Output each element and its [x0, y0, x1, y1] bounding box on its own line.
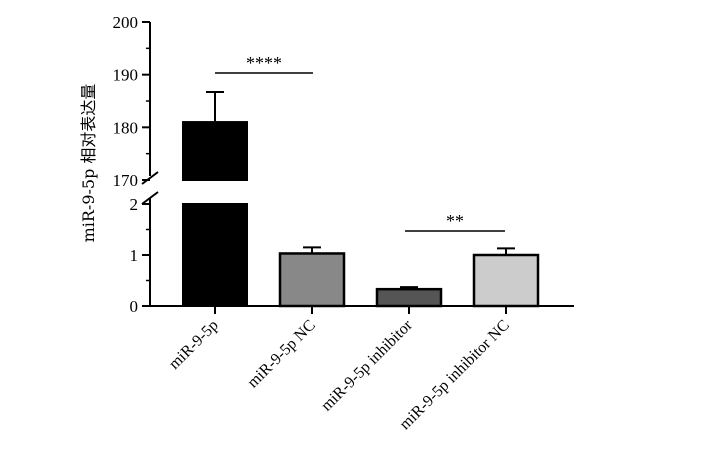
bar-lower-1 [182, 203, 248, 307]
category-label-1: miR-9-5p [166, 317, 222, 373]
significance-stars-2: ** [446, 211, 464, 231]
significance-annotations: ****** [215, 53, 505, 232]
y-tick-label: 0 [130, 297, 139, 316]
bar-4 [472, 253, 540, 308]
y-axis-label: miR-9-5p 相对表达量 [79, 84, 98, 243]
y-tick-label: 190 [113, 66, 139, 85]
y-tick-label: 180 [113, 118, 139, 137]
y-tick-label: 200 [113, 13, 139, 32]
category-label-4: miR-9-5p inhibitor NC [396, 317, 512, 433]
significance-stars-1: **** [246, 53, 282, 73]
y-tick-label: 1 [130, 246, 139, 265]
axis-break-mark-lower [141, 191, 159, 205]
category-label-2: miR-9-5p NC [244, 317, 319, 392]
bar-upper-1 [182, 121, 248, 181]
bar-3 [375, 287, 443, 308]
bar-2 [278, 252, 346, 308]
y-ticks: 0 1 2 170 180 190 200 [113, 13, 150, 316]
category-label-3: miR-9-5p inhibitor [318, 316, 416, 414]
y-tick-label: 2 [130, 195, 139, 214]
bars [182, 91, 540, 308]
axis-break-mark-upper [141, 171, 159, 185]
x-category-labels: miR-9-5p miR-9-5p NC miR-9-5p inhibitormiR… [166, 306, 513, 433]
y-tick-label: 170 [113, 171, 139, 190]
